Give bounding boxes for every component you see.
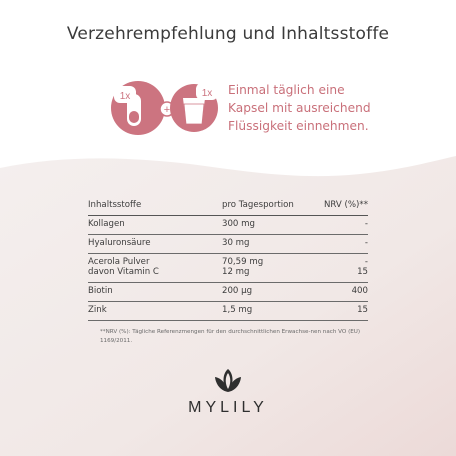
- bottom-section-background: [0, 150, 456, 456]
- ingredient-sub-nrv: 15: [357, 267, 368, 277]
- top-section: [0, 0, 456, 175]
- ingredient-nrv: -: [364, 238, 368, 248]
- ingredient-name: Zink: [88, 305, 107, 315]
- ingredient-amount: 70,59 mg: [222, 257, 264, 267]
- column-header-daily-portion: pro Tagesportion: [222, 200, 294, 210]
- ingredient-amount: 30 mg: [222, 238, 250, 248]
- ingredient-name: Acerola Pulver: [88, 257, 150, 267]
- ingredient-nrv: 400: [351, 286, 368, 296]
- table-header: Inhaltsstoffe pro Tagesportion NRV (%)**: [88, 197, 368, 216]
- nutrition-table: Inhaltsstoffe pro Tagesportion NRV (%)**…: [88, 197, 368, 321]
- instruction-line: Flüssigkeit einnehmen.: [228, 119, 369, 133]
- intake-instruction: Einmal täglich eine Kapsel mit ausreiche…: [228, 81, 448, 135]
- ingredient-nrv: -: [364, 219, 368, 229]
- ingredient-amount: 200 µg: [222, 286, 253, 296]
- nrv-footnote: **NRV (%): Tägliche Referenzmengen für d…: [100, 329, 361, 344]
- capsule-count: 1x: [120, 91, 131, 102]
- table-row: Biotin 200 µg 400: [88, 283, 368, 302]
- table-row: Zink 1,5 mg 15: [88, 302, 368, 321]
- ingredient-name: Hyaluronsäure: [88, 238, 151, 248]
- ingredient-name: Kollagen: [88, 219, 125, 229]
- ingredient-amount: 300 mg: [222, 219, 255, 229]
- brand-name: MYLILY: [188, 399, 268, 416]
- ingredient-nrv: -: [364, 257, 368, 267]
- ingredient-name: Biotin: [88, 286, 113, 296]
- ingredient-nrv: 15: [357, 305, 368, 315]
- table-row: Hyaluronsäure 30 mg -: [88, 235, 368, 254]
- lotus-logo-icon: [213, 365, 243, 395]
- plus-symbol: +: [164, 104, 170, 116]
- capsule-icon: 1x: [111, 81, 165, 135]
- glass-count: 1x: [202, 88, 213, 99]
- page-title: Verzehrempfehlung und Inhaltsstoffe: [66, 24, 390, 44]
- instruction-line: Einmal täglich eine: [228, 83, 345, 97]
- table-row: Acerola Pulver 70,59 mg - davon Vitamin …: [88, 254, 368, 283]
- column-header-nrv: NRV (%)**: [323, 200, 368, 210]
- ingredient-sub-amount: 12 mg: [222, 267, 250, 277]
- instruction-line: Kapsel mit ausreichend: [228, 101, 371, 115]
- table-row: Kollagen 300 mg -: [88, 216, 368, 235]
- ingredient-sub-name: davon Vitamin C: [88, 267, 159, 277]
- glass-of-water-icon: 1x: [170, 83, 218, 132]
- column-header-ingredients: Inhaltsstoffe: [88, 200, 142, 210]
- dosage-icons: 1x + 1x: [110, 80, 220, 140]
- ingredient-amount: 1,5 mg: [222, 305, 253, 315]
